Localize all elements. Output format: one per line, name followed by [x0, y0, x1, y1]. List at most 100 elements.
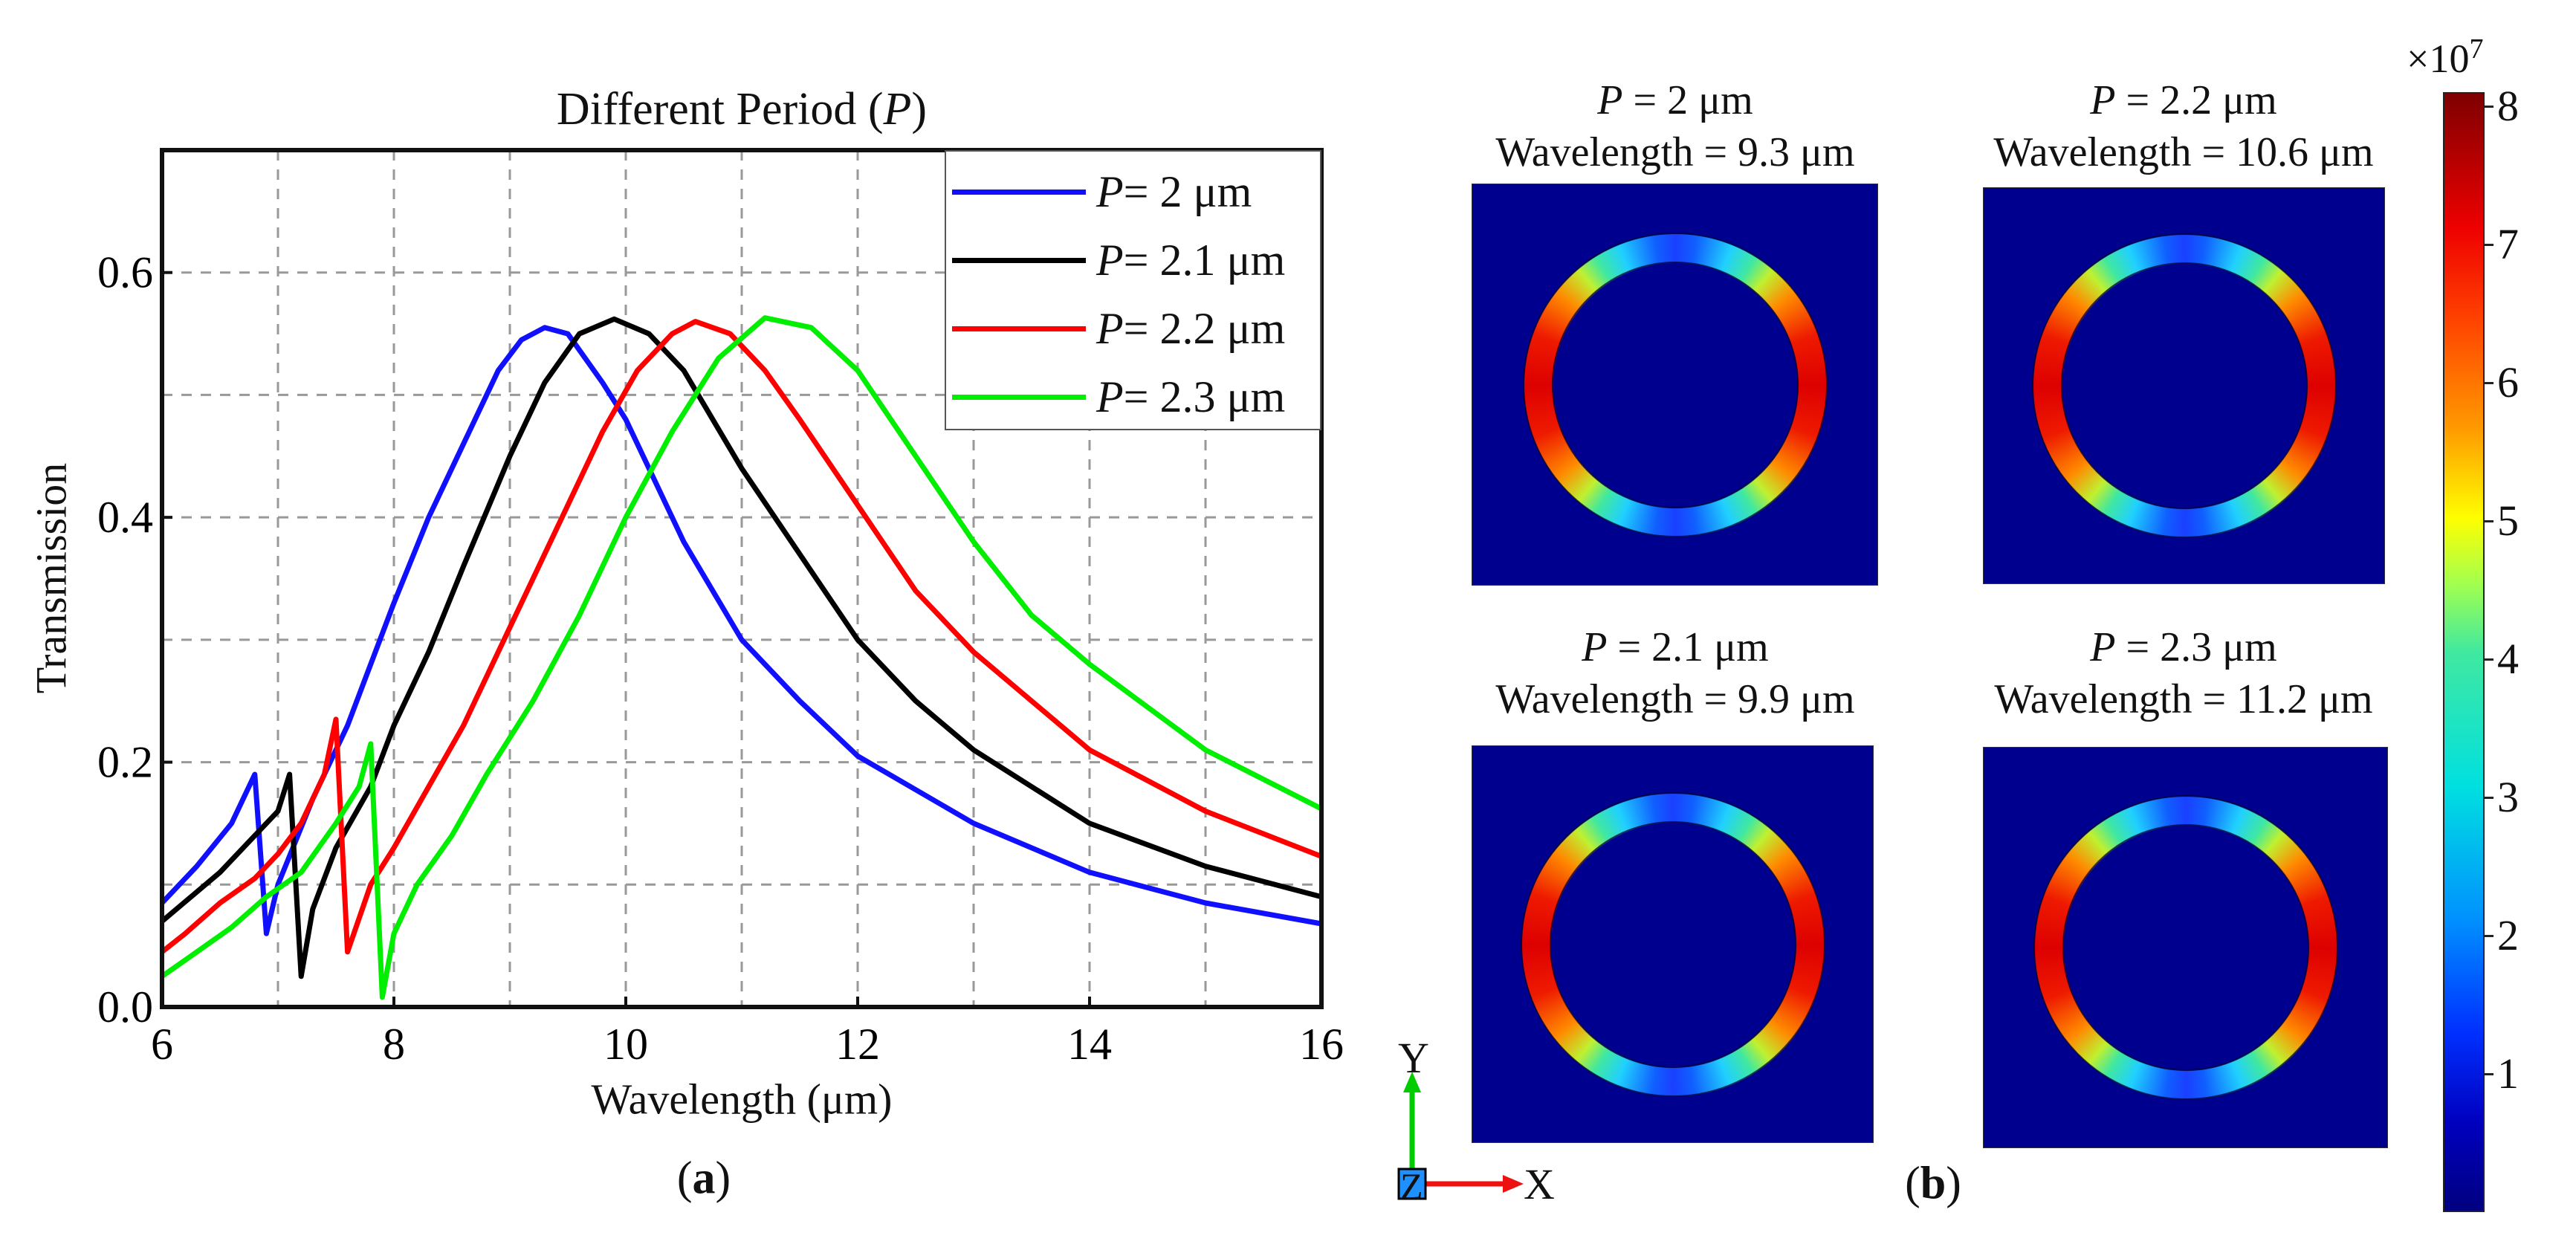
legend-label: = 2.1 μm — [1123, 235, 1286, 285]
colorbar-tick — [2485, 519, 2494, 522]
series-line-1 — [160, 316, 1322, 979]
colorbar-tick-label: 4 — [2497, 634, 2519, 683]
ring-outer-edge — [2033, 795, 2338, 1100]
colorbar-tick — [2485, 105, 2494, 108]
multiplier-exp: 7 — [2469, 33, 2484, 65]
legend-swatch — [952, 326, 1086, 331]
x-tick-label: 16 — [1299, 1020, 1344, 1069]
z-axis-triad-label: Z — [1400, 1165, 1423, 1207]
legend-label: = 2.3 μm — [1123, 372, 1286, 421]
colorbar-multiplier: ×107 — [2407, 33, 2483, 82]
field-map-title: P = 2.3 μm Wavelength = 11.2 μm — [1923, 621, 2444, 725]
wavelength-label: Wavelength = 11.2 μm — [1994, 676, 2373, 722]
legend-var: P — [1096, 166, 1124, 216]
colorbar-tick — [2485, 934, 2494, 937]
x-tick-label: 10 — [603, 1020, 648, 1069]
legend-var: P — [1096, 372, 1124, 421]
ring-inner-edge — [2060, 262, 2308, 509]
legend-var: P — [1096, 235, 1124, 285]
panel-a-label: (a) — [677, 1153, 731, 1205]
period-var: P — [1582, 624, 1608, 670]
colorbar-tick-label: 1 — [2497, 1049, 2519, 1098]
y-axis-triad-label: Y — [1398, 1034, 1429, 1082]
field-map-title: P = 2.1 μm Wavelength = 9.9 μm — [1415, 621, 1935, 725]
wavelength-label: Wavelength = 10.6 μm — [1993, 129, 2374, 175]
colorbar-tick-label: 7 — [2497, 219, 2519, 268]
legend: P = 2 μm P = 2.1 μm P = 2.2 μm P = 2.3 μm — [945, 150, 1321, 430]
ring-outer-edge — [2031, 233, 2337, 538]
period-label: P = 2.2 μm — [1923, 74, 2444, 126]
paren: ( — [1905, 1158, 1920, 1209]
colorbar-tick-label: 2 — [2497, 910, 2519, 959]
colorbar-tick — [2485, 243, 2494, 246]
chart-title-var: P — [883, 84, 912, 135]
ring-inner-edge — [1551, 261, 1799, 508]
chart-title-suffix: ) — [911, 84, 928, 135]
paren: ) — [1946, 1158, 1961, 1209]
colorbar — [2443, 92, 2485, 1212]
legend-item: P = 2.1 μm — [946, 230, 1285, 290]
z-axis-marker — [1397, 1168, 1427, 1200]
x-tick-label: 14 — [1067, 1020, 1112, 1069]
ring-outer-edge — [1522, 232, 1828, 537]
x-tick-label: 6 — [151, 1020, 173, 1069]
x-tick-label: 8 — [383, 1020, 405, 1069]
legend-swatch — [952, 257, 1086, 263]
legend-item: P = 2.2 μm — [946, 299, 1285, 358]
paren: ) — [715, 1153, 731, 1204]
period-var: P — [1597, 77, 1623, 123]
wavelength-label: Wavelength = 9.3 μm — [1495, 129, 1855, 175]
ring-outer-edge — [1520, 791, 1825, 1097]
legend-label: = 2.2 μm — [1123, 303, 1286, 353]
y-tick-label: 0.0 — [97, 982, 153, 1032]
panel-b-label: (b) — [1905, 1158, 1961, 1211]
chart-title-text: Different Period ( — [556, 84, 884, 135]
paren: ( — [676, 1153, 693, 1204]
x-tick-label: 12 — [835, 1020, 880, 1069]
wavelength-label: Wavelength = 9.9 μm — [1495, 676, 1855, 722]
multiplier-base: ×10 — [2407, 36, 2470, 81]
period-label: P = 2.3 μm — [1923, 621, 2444, 673]
colorbar-tick-label: 6 — [2497, 357, 2519, 407]
x-axis-triad-label: X — [1524, 1160, 1555, 1208]
colorbar-tick — [2485, 796, 2494, 799]
legend-item: P = 2.3 μm — [946, 367, 1285, 427]
legend-var: P — [1096, 303, 1124, 353]
x-arrow-head — [1503, 1175, 1524, 1193]
period-value: = 2.2 μm — [2115, 77, 2277, 123]
colorbar-tick-label: 3 — [2497, 772, 2519, 821]
legend-item: P = 2 μm — [946, 162, 1252, 221]
colorbar-tick — [2485, 381, 2494, 384]
x-axis-label: Wavelength (μm) — [591, 1075, 893, 1124]
field-map-p2 — [1472, 184, 1878, 586]
panel-letter: b — [1920, 1158, 1946, 1209]
y-tick-label: 0.6 — [97, 248, 153, 297]
period-value: = 2.3 μm — [2115, 624, 2277, 670]
field-map-p23 — [1983, 747, 2388, 1148]
ring-inner-edge — [2062, 824, 2309, 1071]
period-value: = 2 μm — [1622, 77, 1753, 123]
y-tick-label: 0.2 — [97, 738, 153, 787]
colorbar-tick-label: 8 — [2497, 81, 2519, 130]
field-map-p22 — [1983, 187, 2385, 584]
y-tick-label: 0.4 — [97, 493, 153, 542]
period-var: P — [2090, 77, 2116, 123]
y-arrow-head — [1403, 1072, 1421, 1092]
period-label: P = 2.1 μm — [1415, 621, 1935, 673]
period-var: P — [2090, 624, 2116, 670]
ring-inner-edge — [1549, 820, 1796, 1068]
colorbar-tick — [2485, 1072, 2494, 1075]
field-map-p21 — [1472, 745, 1874, 1143]
legend-swatch — [952, 189, 1086, 195]
plot-frame — [160, 148, 1324, 1009]
colorbar-tick-label: 5 — [2497, 496, 2519, 545]
panel-letter: a — [692, 1153, 716, 1204]
period-label: P = 2 μm — [1415, 74, 1935, 126]
series-line-3 — [160, 315, 1323, 1000]
period-value: = 2.1 μm — [1607, 624, 1769, 670]
legend-swatch — [952, 394, 1086, 400]
chart-title: Different Period (P) — [162, 83, 1321, 136]
legend-label: = 2 μm — [1123, 166, 1252, 216]
series-line-0 — [160, 325, 1322, 936]
field-map-title: P = 2.2 μm Wavelength = 10.6 μm — [1923, 74, 2444, 178]
